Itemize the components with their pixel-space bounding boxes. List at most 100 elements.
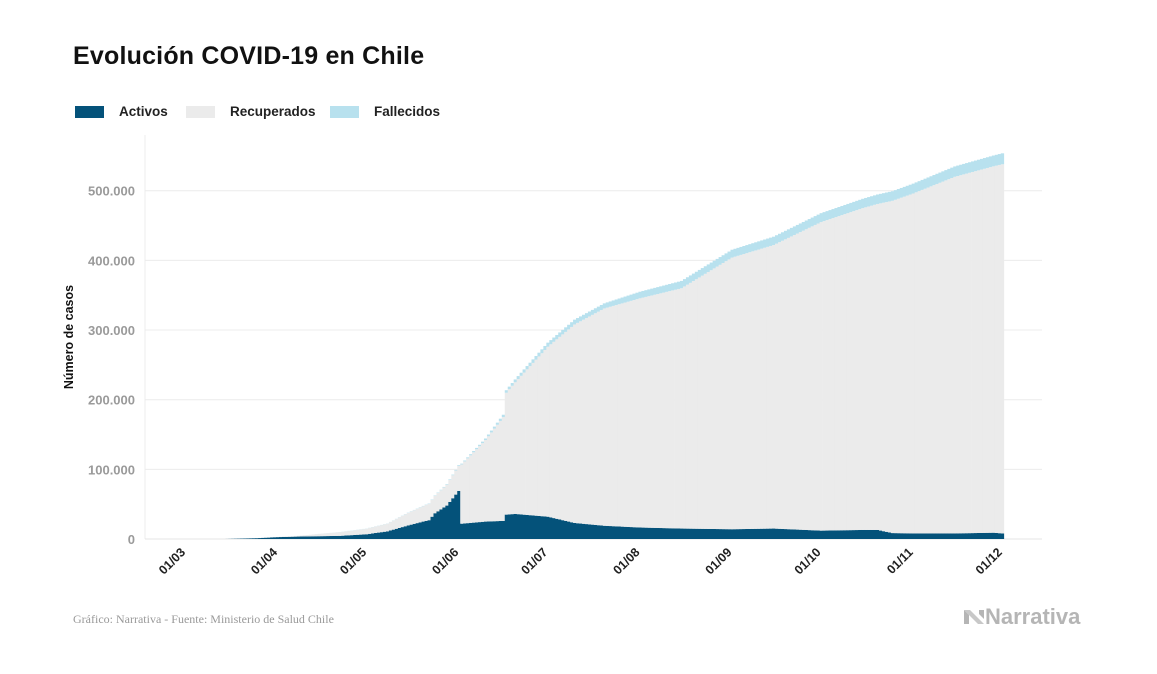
bar-recuperados (377, 525, 381, 533)
bar-activos (564, 520, 568, 539)
bar-recuperados (822, 221, 826, 531)
bar-activos (344, 535, 348, 539)
bar-activos (873, 529, 877, 539)
bar-recuperados (956, 175, 960, 534)
bar-recuperados (596, 311, 601, 526)
bar-activos (739, 529, 743, 539)
bar-recuperados (766, 246, 770, 529)
x-tick-label: 01/11 (884, 545, 916, 577)
bar-recuperados (555, 339, 559, 519)
bar-recuperados (534, 359, 538, 516)
bar-activos (775, 528, 779, 539)
bar-activos (638, 527, 642, 539)
bar-fallecidos (590, 309, 595, 315)
bar-activos (730, 529, 734, 539)
bar-activos (769, 528, 773, 539)
bar-activos (985, 532, 990, 539)
bar-fallecidos (596, 306, 601, 312)
bar-activos (751, 528, 755, 539)
bar-fallecidos (902, 186, 907, 197)
bar-fallecidos (789, 227, 794, 237)
bar-recuperados (427, 503, 431, 521)
bar-activos (460, 523, 464, 539)
bar-recuperados (917, 191, 921, 534)
bar-fallecidos (579, 316, 583, 322)
bar-fallecidos (656, 287, 660, 295)
bar-recuperados (415, 508, 420, 524)
bar-recuperados (344, 531, 348, 536)
y-axis-label: Número de casos (62, 285, 76, 389)
bar-fallecidos (706, 264, 711, 273)
bar-fallecidos (926, 177, 930, 188)
bar-activos (623, 526, 627, 539)
bar-fallecidos (501, 414, 506, 418)
bar-activos (299, 536, 304, 539)
bar-fallecidos (650, 288, 654, 296)
bar-fallecidos (715, 258, 719, 267)
bar-activos (674, 528, 678, 539)
bar-fallecidos (754, 242, 758, 251)
bar-fallecidos (890, 191, 895, 201)
x-tick-label: 01/05 (337, 545, 369, 577)
bar-recuperados (451, 475, 455, 499)
bar-fallecidos (445, 484, 449, 485)
bar-recuperados (626, 301, 630, 527)
bar-activos (950, 533, 954, 539)
bar-activos (320, 536, 324, 539)
bar-recuperados (546, 346, 550, 517)
bar-fallecidos (602, 303, 607, 309)
bar-recuperados (700, 275, 705, 529)
bar-fallecidos (923, 178, 927, 189)
bar-recuperados (561, 334, 565, 521)
bar-activos (391, 529, 396, 539)
bar-activos (382, 531, 387, 539)
bar-recuperados (810, 226, 815, 531)
bar-recuperados (929, 186, 933, 534)
bar-fallecidos (463, 460, 467, 462)
bar-activos (679, 528, 684, 539)
bar-activos (483, 521, 488, 539)
bar-fallecidos (700, 268, 705, 276)
bar-fallecidos (846, 203, 850, 214)
bar-fallecidos (576, 318, 580, 323)
bar-fallecidos (1000, 153, 1005, 165)
bar-fallecidos (878, 193, 883, 204)
bar-activos (846, 530, 850, 539)
bar-activos (267, 537, 271, 539)
bar-recuperados (350, 530, 354, 536)
bar-activos (454, 494, 458, 539)
bar-activos (760, 528, 764, 539)
bar-recuperados (412, 510, 417, 524)
bar-recuperados (290, 536, 295, 537)
bar-recuperados (400, 515, 405, 528)
bar-fallecidos (736, 247, 740, 256)
bar-activos (685, 528, 690, 539)
legend-label: Fallecidos (374, 104, 441, 119)
bar-activos (445, 505, 449, 539)
bar-fallecidos (810, 217, 815, 227)
bar-recuperados (849, 212, 853, 531)
bar-recuperados (599, 310, 604, 526)
bar-recuperados (338, 532, 342, 536)
bar-fallecidos (825, 211, 829, 221)
bar-recuperados (522, 372, 526, 515)
bar-recuperados (730, 257, 734, 530)
bar-recuperados (798, 232, 803, 530)
legend-item-recuperados: Recuperados (186, 104, 316, 119)
bar-activos (878, 530, 883, 539)
bar-fallecidos (662, 285, 666, 293)
bar-recuperados (466, 458, 470, 524)
bar-activos (626, 526, 630, 539)
bar-recuperados (962, 174, 966, 534)
bar-fallecidos (466, 457, 470, 459)
bar-activos (935, 533, 939, 539)
bar-fallecidos (555, 334, 559, 340)
bar-activos (284, 536, 289, 539)
bar-fallecidos (953, 166, 957, 177)
bar-activos (947, 533, 951, 539)
bar-recuperados (783, 239, 788, 530)
bar-activos (371, 533, 375, 539)
bar-activos (742, 529, 746, 539)
bar-recuperados (899, 197, 904, 534)
bar-recuperados (775, 243, 779, 529)
